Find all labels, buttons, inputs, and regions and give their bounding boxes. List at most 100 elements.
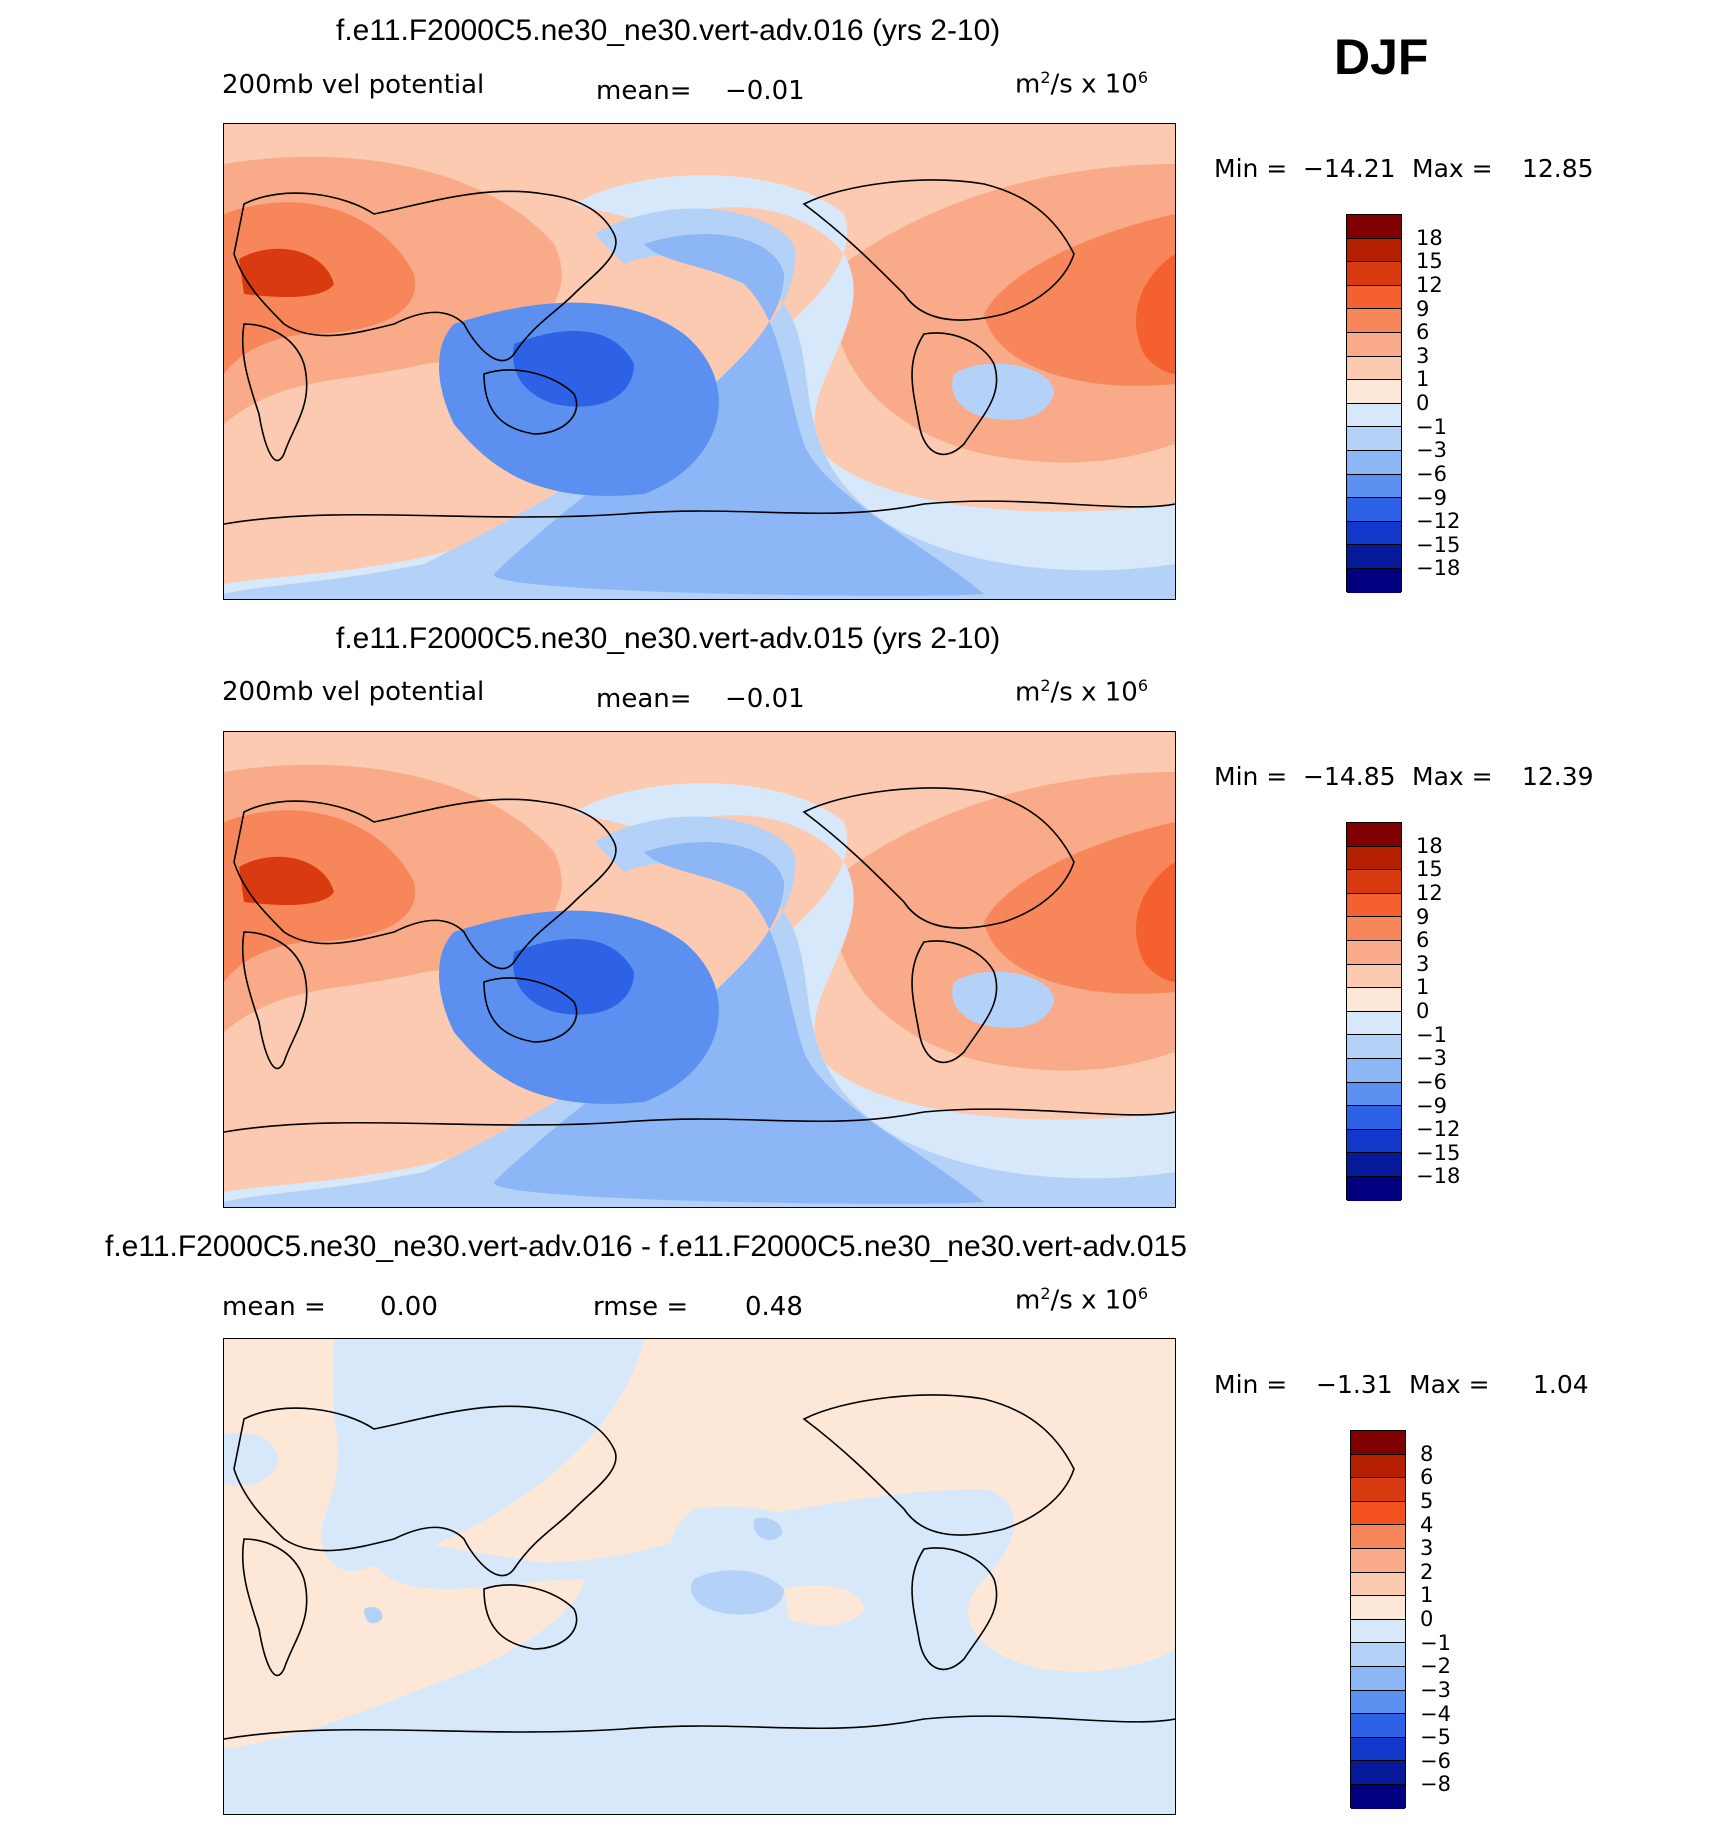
panel2-colorbar [1346, 822, 1402, 1201]
panel3-colorbar-label: −8 [1420, 1772, 1451, 1797]
panel1-colorbar-swatch-14 [1347, 521, 1401, 546]
panel3-min-value: −1.31 [1316, 1370, 1393, 1399]
panel3-colorbar-label: 8 [1420, 1441, 1434, 1466]
panel1-colorbar-label: −9 [1416, 485, 1447, 510]
panel2-colorbar-label: −18 [1416, 1164, 1461, 1189]
panel1-colorbar-label: −1 [1416, 414, 1447, 439]
panel2-colorbar-swatch-4 [1347, 893, 1401, 918]
panel3-colorbar-label: −6 [1420, 1748, 1451, 1773]
panel2-colorbar-label: −9 [1416, 1093, 1447, 1118]
panel1-variable-label: 200mb vel potential [222, 70, 485, 100]
panel2-colorbar-swatch-1 [1347, 823, 1401, 847]
panel1-colorbar-swatch-11 [1347, 450, 1401, 475]
panel1-colorbar-swatch-10 [1347, 427, 1401, 451]
panel2-colorbar-swatch-12 [1347, 1082, 1401, 1107]
panel3-colorbar-swatch-10 [1351, 1643, 1405, 1667]
panel3-colorbar-label: 5 [1420, 1488, 1434, 1513]
panel1-colorbar-swatch-8 [1347, 380, 1401, 404]
panel2-colorbar-swatch-13 [1347, 1106, 1401, 1130]
panel2-colorbar-label: 15 [1416, 857, 1443, 882]
panel2-variable-label: 200mb vel potential [222, 677, 485, 707]
panel2-max-value: 12.39 [1522, 762, 1594, 791]
panel2-colorbar-swatch-11 [1347, 1058, 1401, 1083]
panel2-colorbar-label: −12 [1416, 1117, 1461, 1142]
panel1-max-label: Max = [1412, 154, 1493, 183]
panel1-colorbar-label: 12 [1416, 272, 1443, 297]
panel1-title: f.e11.F2000C5.ne30_ne30.vert-adv.016 (yr… [336, 14, 1001, 47]
panel1-colorbar-swatch-13 [1347, 498, 1401, 522]
panel1-mean-label: mean= [596, 76, 692, 106]
panel2-colorbar-label: 9 [1416, 904, 1430, 929]
panel1-map-plot [224, 124, 1175, 599]
panel1-colorbar-swatch-1 [1347, 215, 1401, 239]
panel1-colorbar [1346, 214, 1402, 593]
panel3-colorbar-label: 2 [1420, 1559, 1434, 1584]
panel3-colorbar-swatch-15 [1351, 1761, 1405, 1785]
panel3-colorbar-label: 1 [1420, 1583, 1434, 1608]
panel3-units: m2/s x 106 [1015, 1284, 1149, 1316]
panel2-colorbar-label: −6 [1416, 1069, 1447, 1094]
panel2-colorbar-swatch-8 [1347, 988, 1401, 1012]
panel1-colorbar-swatch-4 [1347, 285, 1401, 310]
panel2-colorbar-swatch-7 [1347, 964, 1401, 989]
panel3-colorbar-swatch-6 [1351, 1548, 1405, 1573]
panel3-colorbar-swatch-9 [1351, 1619, 1405, 1644]
panel3-colorbar-label: −5 [1420, 1725, 1451, 1750]
panel2-colorbar-label: −1 [1416, 1022, 1447, 1047]
panel2-colorbar-swatch-3 [1347, 870, 1401, 894]
panel3-colorbar-swatch-2 [1351, 1454, 1405, 1479]
panel2-mean-label: mean= [596, 684, 692, 714]
panel3-colorbar [1350, 1430, 1406, 1809]
panel2-colorbar-swatch-6 [1347, 940, 1401, 965]
panel1-colorbar-label: 9 [1416, 296, 1430, 321]
panel1-colorbar-swatch-15 [1347, 545, 1401, 569]
panel1-max-value: 12.85 [1522, 154, 1594, 183]
panel1-min-value: −14.21 [1303, 154, 1396, 183]
panel2-colorbar-label: 18 [1416, 833, 1443, 858]
panel1-colorbar-swatch-6 [1347, 332, 1401, 357]
panel3-colorbar-swatch-4 [1351, 1501, 1405, 1526]
panel2-colorbar-swatch-5 [1347, 917, 1401, 941]
panel3-mean-value: 0.00 [380, 1292, 438, 1322]
panel3-min-label: Min = [1214, 1370, 1288, 1399]
panel2-colorbar-swatch-14 [1347, 1129, 1401, 1154]
panel3-mean-label: mean = [222, 1292, 326, 1322]
panel1-colorbar-swatch-2 [1347, 238, 1401, 263]
panel3-colorbar-label: 0 [1420, 1607, 1434, 1631]
panel3-colorbar-swatch-11 [1351, 1666, 1405, 1691]
panel1-colorbar-label: −6 [1416, 461, 1447, 486]
panel2-colorbar-swatch-16 [1347, 1176, 1401, 1201]
panel1-colorbar-label: −18 [1416, 556, 1461, 581]
panel3-colorbar-swatch-3 [1351, 1478, 1405, 1502]
panel1-map [223, 123, 1176, 600]
panel2-colorbar-label: 12 [1416, 880, 1443, 905]
panel3-colorbar-label: 6 [1420, 1465, 1434, 1490]
panel3-max-value: 1.04 [1533, 1370, 1589, 1399]
panel3-rmse-value: 0.48 [745, 1292, 803, 1322]
panel2-colorbar-label: 6 [1416, 928, 1430, 953]
panel3-title: f.e11.F2000C5.ne30_ne30.vert-adv.016 - f… [105, 1230, 1187, 1263]
panel1-min-label: Min = [1214, 154, 1288, 183]
panel1-colorbar-swatch-7 [1347, 356, 1401, 381]
panel2-colorbar-label: −15 [1416, 1140, 1461, 1165]
panel1-colorbar-swatch-3 [1347, 262, 1401, 286]
panel3-colorbar-swatch-7 [1351, 1572, 1405, 1597]
panel1-colorbar-label: −3 [1416, 438, 1447, 463]
panel2-colorbar-label: 3 [1416, 951, 1430, 976]
panel2-colorbar-label: −3 [1416, 1046, 1447, 1071]
panel2-title: f.e11.F2000C5.ne30_ne30.vert-adv.015 (yr… [336, 622, 1001, 655]
panel3-colorbar-label: 4 [1420, 1512, 1434, 1537]
panel3-colorbar-swatch-14 [1351, 1737, 1405, 1762]
panel1-colorbar-swatch-12 [1347, 474, 1401, 499]
panel1-colorbar-label: 18 [1416, 225, 1443, 250]
panel3-colorbar-label: −1 [1420, 1630, 1451, 1655]
panel2-colorbar-label: 0 [1416, 999, 1430, 1023]
panel3-colorbar-label: −4 [1420, 1701, 1451, 1726]
panel2-map-plot [224, 732, 1175, 1207]
panel3-colorbar-swatch-5 [1351, 1525, 1405, 1549]
panel3-colorbar-label: −3 [1420, 1677, 1451, 1702]
panel3-colorbar-swatch-12 [1351, 1690, 1405, 1715]
panel2-min-label: Min = [1214, 762, 1288, 791]
panel1-colorbar-label: 3 [1416, 343, 1430, 368]
panel3-map [223, 1338, 1176, 1815]
